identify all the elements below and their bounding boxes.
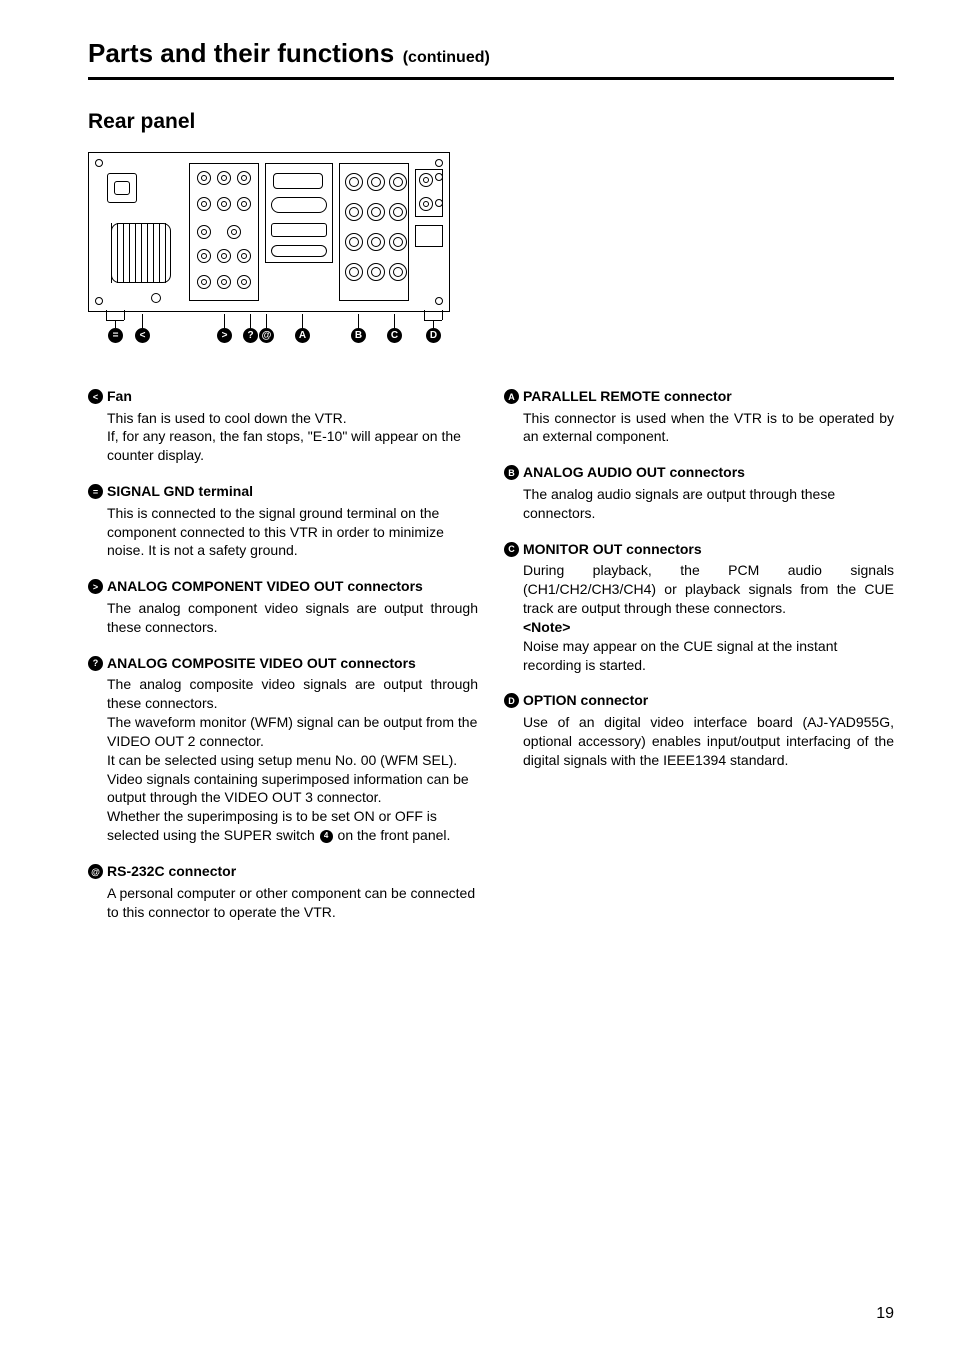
item-title: PARALLEL REMOTE connector [523, 388, 732, 406]
item-title: SIGNAL GND terminal [107, 483, 253, 501]
item-title: MONITOR OUT connectors [523, 541, 702, 559]
item-number-badge: D [504, 693, 519, 708]
callout-13: = [108, 328, 123, 343]
content-columns: < Fan This fan is used to cool down the VT… [88, 388, 894, 939]
item-number-badge: < [88, 389, 103, 404]
item-number-badge: @ [88, 864, 103, 879]
item-text: A personal computer or other component c… [107, 884, 478, 922]
item-number-badge: C [504, 542, 519, 557]
item-heading: ? ANALOG COMPOSITE VIDEO OUT connectors [88, 655, 478, 673]
item-text: It can be selected using setup menu No. … [107, 751, 478, 770]
item-heading: C MONITOR OUT connectors [504, 541, 894, 559]
item-body: The analog audio signals are output thro… [504, 485, 894, 523]
item-text: Video signals containing superimposed in… [107, 770, 478, 808]
right-item-0: A PARALLEL REMOTE connector This connector… [504, 388, 894, 446]
rear-panel-diagram: = < > ? @ A B C D [88, 152, 894, 348]
left-column: < Fan This fan is used to cool down the VT… [88, 388, 478, 939]
item-body: The analog composite video signals are o… [88, 675, 478, 845]
right-item-2: C MONITOR OUT connectors During playback, … [504, 541, 894, 675]
item-number-badge: ? [88, 656, 103, 671]
callout-20: D [426, 328, 441, 343]
item-body: The analog component video signals are o… [88, 599, 478, 637]
diagram-callouts: = < > ? @ A B C D [88, 314, 450, 348]
item-title: ANALOG COMPONENT VIDEO OUT connectors [107, 578, 423, 596]
item-body: This is connected to the signal ground t… [88, 504, 478, 561]
item-text: This connector is used when the VTR is t… [523, 409, 894, 447]
left-item-2: > ANALOG COMPONENT VIDEO OUT connectors Th… [88, 578, 478, 636]
page-title: Parts and their functions [88, 38, 394, 68]
callout-19: C [387, 328, 402, 343]
item-number-badge: > [88, 579, 103, 594]
rear-panel-heading: Rear panel [88, 110, 894, 134]
item-title: OPTION connector [523, 692, 648, 710]
left-item-0: < Fan This fan is used to cool down the VT… [88, 388, 478, 465]
item-heading: > ANALOG COMPONENT VIDEO OUT connectors [88, 578, 478, 596]
note-label: <Note> [523, 618, 894, 637]
item-body: This connector is used when the VTR is t… [504, 409, 894, 447]
item-text: During playback, the PCM audio signals (… [523, 561, 894, 618]
left-item-4: @ RS-232C connector A personal computer or… [88, 863, 478, 921]
item-heading: B ANALOG AUDIO OUT connectors [504, 464, 894, 482]
page-title-row: Parts and their functions (continued) [88, 38, 894, 80]
item-heading: = SIGNAL GND terminal [88, 483, 478, 501]
page-number: 19 [876, 1305, 894, 1323]
callout-15: ? [243, 328, 258, 343]
item-body: A personal computer or other component c… [88, 884, 478, 922]
callout-16: @ [259, 328, 274, 343]
inline-ref-4: 4 [320, 830, 333, 843]
item-number-badge: = [88, 484, 103, 499]
item-heading: @ RS-232C connector [88, 863, 478, 881]
item-number-badge: B [504, 465, 519, 480]
callout-14: > [217, 328, 232, 343]
item-text: The waveform monitor (WFM) signal can be… [107, 713, 478, 751]
item-text: The analog audio signals are output thro… [523, 485, 894, 523]
item-title: ANALOG COMPOSITE VIDEO OUT connectors [107, 655, 416, 673]
item-text: Whether the superimposing is to be set O… [107, 807, 478, 845]
item-number-badge: A [504, 389, 519, 404]
right-item-3: D OPTION connector Use of an digital video… [504, 692, 894, 769]
right-item-1: B ANALOG AUDIO OUT connectors The analog a… [504, 464, 894, 522]
item-text: The analog composite video signals are o… [107, 675, 478, 713]
item-title: Fan [107, 388, 132, 406]
item-text: This fan is used to cool down the VTR. [107, 409, 478, 428]
item-title: RS-232C connector [107, 863, 236, 881]
item-body: During playback, the PCM audio signals (… [504, 561, 894, 674]
callout-18: B [351, 328, 366, 343]
callout-12: < [135, 328, 150, 343]
item-body: Use of an digital video interface board … [504, 713, 894, 770]
item-body: This fan is used to cool down the VTR.If… [88, 409, 478, 466]
left-item-1: = SIGNAL GND terminal This is connected to… [88, 483, 478, 560]
callout-17: A [295, 328, 310, 343]
item-heading: < Fan [88, 388, 478, 406]
item-title: ANALOG AUDIO OUT connectors [523, 464, 745, 482]
item-text: The analog component video signals are o… [107, 599, 478, 637]
item-heading: A PARALLEL REMOTE connector [504, 388, 894, 406]
note-body: Noise may appear on the CUE signal at th… [523, 637, 894, 675]
item-text: Use of an digital video interface board … [523, 713, 894, 770]
item-text: This is connected to the signal ground t… [107, 504, 478, 561]
page-title-continued: (continued) [403, 49, 490, 66]
item-heading: D OPTION connector [504, 692, 894, 710]
right-column: A PARALLEL REMOTE connector This connector… [504, 388, 894, 939]
item-text: If, for any reason, the fan stops, "E-10… [107, 427, 478, 465]
left-item-3: ? ANALOG COMPOSITE VIDEO OUT connectors Th… [88, 655, 478, 846]
